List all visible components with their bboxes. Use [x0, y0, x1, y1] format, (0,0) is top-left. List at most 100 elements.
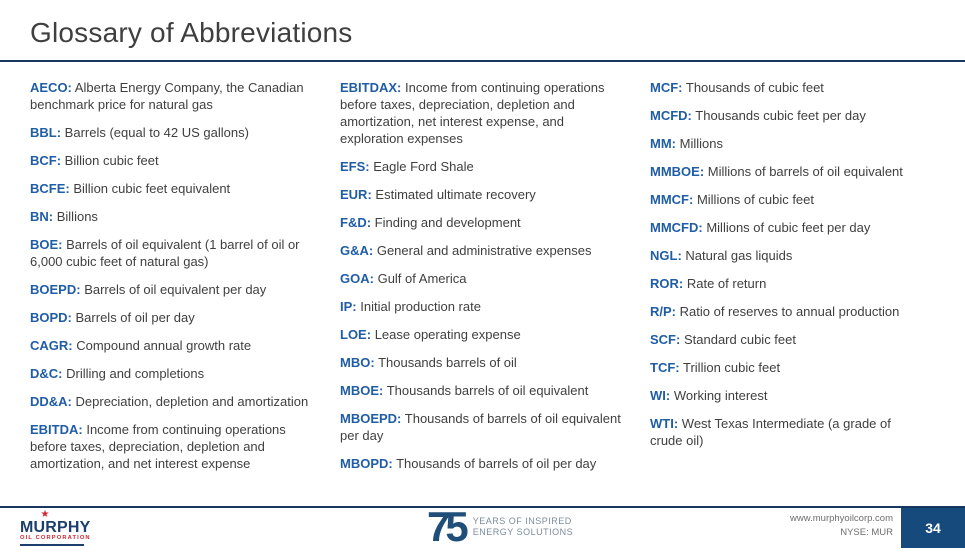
glossary-definition: Billions	[56, 209, 98, 224]
glossary-entry: TCF: Trillion cubic feet	[650, 359, 946, 376]
glossary-entry: LOE: Lease operating expense	[340, 326, 636, 343]
glossary-definition: Income from continuing operations before…	[30, 422, 286, 471]
glossary-definition: Thousands barrels of oil equivalent	[386, 383, 589, 398]
glossary-entry: IP: Initial production rate	[340, 298, 636, 315]
glossary-entry: SCF: Standard cubic feet	[650, 331, 946, 348]
glossary-definition: Billion cubic feet equivalent	[73, 181, 231, 196]
glossary-definition: Standard cubic feet	[683, 332, 796, 347]
glossary-entry: WTI: West Texas Intermediate (a grade of…	[650, 415, 946, 449]
glossary-definition: Barrels of oil equivalent per day	[84, 282, 267, 297]
glossary-definition: Thousands barrels of oil	[378, 355, 517, 370]
glossary-definition: Eagle Ford Shale	[373, 159, 474, 174]
glossary-definition: Estimated ultimate recovery	[375, 187, 536, 202]
glossary-definition: Millions of barrels of oil equivalent	[707, 164, 903, 179]
glossary-definition: General and administrative expenses	[376, 243, 592, 258]
glossary-entry: MBOE: Thousands barrels of oil equivalen…	[340, 382, 636, 399]
glossary-term: MBOE:	[340, 383, 384, 398]
glossary-entry: ROR: Rate of return	[650, 275, 946, 292]
glossary-entry: BN: Billions	[30, 208, 326, 225]
footer-contact: www.murphyoilcorp.com NYSE: MUR	[790, 512, 893, 540]
glossary-entry: MCF: Thousands of cubic feet	[650, 79, 946, 96]
glossary-term: EBITDAX:	[340, 80, 402, 95]
glossary-term: MBOPD:	[340, 456, 393, 471]
glossary-entry: EFS: Eagle Ford Shale	[340, 158, 636, 175]
murphy-logo-subtitle: OIL CORPORATION	[20, 535, 91, 541]
page-number-badge: 34	[901, 508, 965, 548]
glossary-definition: Thousands of barrels of oil equivalent p…	[340, 411, 621, 443]
glossary-term: ROR:	[650, 276, 684, 291]
glossary-definition: Barrels of oil equivalent (1 barrel of o…	[30, 237, 300, 269]
glossary-definition: Thousands of cubic feet	[685, 80, 824, 95]
glossary-term: MCF:	[650, 80, 683, 95]
website-url: www.murphyoilcorp.com	[790, 513, 893, 524]
glossary-definition: Initial production rate	[360, 299, 481, 314]
glossary-definition: Billion cubic feet	[64, 153, 159, 168]
glossary-entry: WI: Working interest	[650, 387, 946, 404]
glossary-definition: Thousands of barrels of oil per day	[396, 456, 597, 471]
star-icon: ★	[40, 509, 50, 520]
glossary-term: IP:	[340, 299, 357, 314]
glossary-term: MBO:	[340, 355, 375, 370]
glossary-entry: BOEPD: Barrels of oil equivalent per day	[30, 281, 326, 298]
glossary-entry: BBL: Barrels (equal to 42 US gallons)	[30, 124, 326, 141]
glossary-definition: Compound annual growth rate	[76, 338, 252, 353]
glossary-entry: MM: Millions	[650, 135, 946, 152]
glossary-term: MBOEPD:	[340, 411, 402, 426]
glossary-entry: CAGR: Compound annual growth rate	[30, 337, 326, 354]
glossary-entry: EUR: Estimated ultimate recovery	[340, 186, 636, 203]
glossary-term: BCFE:	[30, 181, 70, 196]
slide-header: Glossary of Abbreviations	[0, 0, 965, 60]
glossary-entry: G&A: General and administrative expenses	[340, 242, 636, 259]
glossary-term: BOE:	[30, 237, 63, 252]
glossary-definition: Natural gas liquids	[685, 248, 793, 263]
glossary-entry: BCFE: Billion cubic feet equivalent	[30, 180, 326, 197]
glossary-entry: MCFD: Thousands cubic feet per day	[650, 107, 946, 124]
anniversary-tagline-line1: YEARS OF INSPIRED	[472, 516, 572, 526]
glossary-definition: Lease operating expense	[374, 327, 521, 342]
glossary-term: GOA:	[340, 271, 374, 286]
glossary-definition: Drilling and completions	[66, 366, 205, 381]
glossary-column-2: EBITDAX: Income from continuing operatio…	[340, 79, 636, 483]
glossary-term: MMCFD:	[650, 220, 703, 235]
glossary-entry: MMCFD: Millions of cubic feet per day	[650, 219, 946, 236]
glossary-term: WTI:	[650, 416, 679, 431]
footer-divider	[0, 506, 965, 508]
anniversary-number: 75	[427, 503, 469, 550]
glossary-term: MMBOE:	[650, 164, 705, 179]
glossary-entry: BCF: Billion cubic feet	[30, 152, 326, 169]
glossary-term: D&C:	[30, 366, 63, 381]
glossary-entry: MBOEPD: Thousands of barrels of oil equi…	[340, 410, 636, 444]
glossary-term: AECO:	[30, 80, 72, 95]
glossary-definition: Working interest	[673, 388, 768, 403]
glossary-term: SCF:	[650, 332, 681, 347]
glossary-definition: Trillion cubic feet	[683, 360, 781, 375]
glossary-entry: MMBOE: Millions of barrels of oil equiva…	[650, 163, 946, 180]
anniversary-tagline: YEARS OF INSPIRED ENERGY SOLUTIONS	[473, 516, 573, 538]
glossary-entry: F&D: Finding and development	[340, 214, 636, 231]
glossary-term: G&A:	[340, 243, 374, 258]
glossary-entry: EBITDAX: Income from continuing operatio…	[340, 79, 636, 147]
glossary-column-3: MCF: Thousands of cubic feet MCFD: Thousa…	[650, 79, 946, 483]
murphy-logo-underline	[20, 544, 84, 546]
glossary-term: BBL:	[30, 125, 62, 140]
glossary-definition: Gulf of America	[377, 271, 467, 286]
murphy-logo-name: MURPHY	[20, 519, 91, 536]
glossary-entry: MBO: Thousands barrels of oil	[340, 354, 636, 371]
glossary-definition: Income from continuing operations before…	[340, 80, 605, 146]
glossary-definition: Millions of cubic feet	[696, 192, 815, 207]
glossary-term: R/P:	[650, 304, 676, 319]
glossary-definition: West Texas Intermediate (a grade of crud…	[650, 416, 891, 448]
glossary-term: MMCF:	[650, 192, 694, 207]
glossary-entry: NGL: Natural gas liquids	[650, 247, 946, 264]
glossary-definition: Barrels (equal to 42 US gallons)	[64, 125, 249, 140]
glossary-term: BCF:	[30, 153, 62, 168]
glossary-entry: MBOPD: Thousands of barrels of oil per d…	[340, 455, 636, 472]
glossary-definition: Thousands cubic feet per day	[695, 108, 866, 123]
stock-ticker: NYSE: MUR	[840, 527, 893, 538]
glossary-term: LOE:	[340, 327, 372, 342]
glossary-entry: GOA: Gulf of America	[340, 270, 636, 287]
glossary-term: MM:	[650, 136, 676, 151]
glossary-definition: Depreciation, depletion and amortization	[75, 394, 309, 409]
glossary-column-1: AECO: Alberta Energy Company, the Canadi…	[30, 79, 326, 483]
